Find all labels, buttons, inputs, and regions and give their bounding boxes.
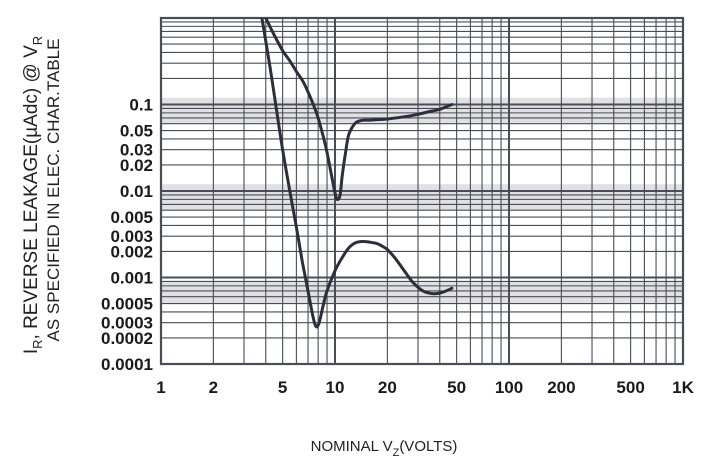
x-tick-label: 100 <box>495 378 523 397</box>
curves <box>260 18 454 329</box>
x-tick-labels: 1 2 5 10 20 50 100 200 500 1K <box>156 378 694 397</box>
y-tick-label: 0.0005 <box>101 295 153 314</box>
y-tick-label: 0.0001 <box>101 355 153 374</box>
x-tick-label: 50 <box>447 378 466 397</box>
y-tick-label: 0.1 <box>129 96 153 115</box>
shaded-band <box>161 97 683 124</box>
y-axis-label-line-1: IR, REVERSE LEAKAGE(µAdc) @ VR <box>21 36 45 354</box>
x-tick-label: 200 <box>547 378 575 397</box>
y-tick-label: 0.03 <box>120 141 153 160</box>
y-tick-label: 0.003 <box>110 227 153 246</box>
x-axis-label: NOMINAL VZ(VOLTS) <box>311 438 458 459</box>
x-tick-label: 1 <box>156 378 165 397</box>
y-tick-label: 0.02 <box>120 156 153 175</box>
y-tick-label: 0.005 <box>110 208 153 227</box>
shaded-band <box>161 184 683 211</box>
shaded-band <box>161 281 683 304</box>
upper-leakage-curve <box>264 18 454 201</box>
y-tick-label: 0.0003 <box>101 314 153 333</box>
x-tick-label: 1K <box>672 378 694 397</box>
lower-leakage-curve <box>260 18 454 329</box>
y-tick-label: 0.01 <box>120 182 153 201</box>
x-tick-label: 2 <box>209 378 218 397</box>
y-axis-label-line-2: AS SPECIFIED IN ELEC. CHAR.TABLE <box>44 39 63 342</box>
grid-lines <box>160 18 683 365</box>
x-tick-label: 10 <box>326 378 345 397</box>
x-tick-label: 20 <box>378 378 397 397</box>
plot-frame <box>159 16 685 366</box>
y-tick-label: 0.05 <box>120 122 153 141</box>
y-tick-label: 0.001 <box>110 269 153 288</box>
x-tick-label: 5 <box>278 378 287 397</box>
y-tick-label: 0.0002 <box>101 329 153 348</box>
shaded-bands <box>161 97 683 304</box>
x-tick-label: 500 <box>616 378 644 397</box>
y-tick-label: 0.002 <box>110 242 153 261</box>
